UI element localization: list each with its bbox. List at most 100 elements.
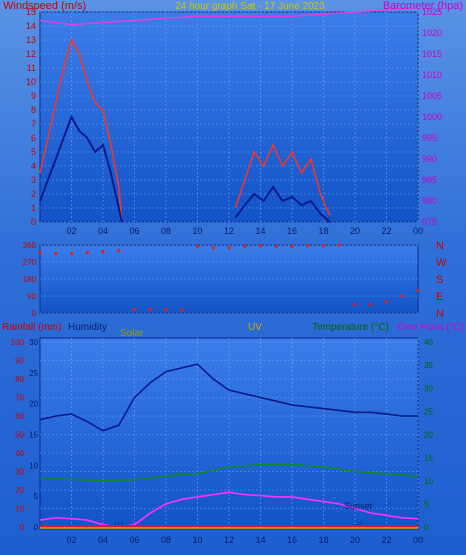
temperature-tick-label: 5 — [424, 500, 429, 509]
climate-x-tick-label: 14 — [255, 535, 265, 545]
direction-point — [101, 250, 105, 254]
direction-point — [132, 307, 137, 311]
wind-gust-series — [234, 143, 331, 216]
wind-average-series — [234, 185, 331, 223]
wind-tick-label: 4 — [31, 161, 36, 171]
climate-x-tick-label: 18 — [318, 535, 328, 545]
temperature-tick-label: 0 — [424, 523, 429, 532]
humidity-tick-label: 5 — [34, 492, 39, 501]
compass-label: W — [436, 257, 447, 269]
temperature-tick-label: 15 — [424, 454, 433, 463]
humidity-tick-label: 25 — [29, 369, 38, 378]
temperature-tick-label: 25 — [424, 407, 433, 416]
wind-tick-label: 12 — [26, 49, 36, 59]
barometer-tick-label: 1025 — [422, 7, 442, 17]
direction-point — [211, 246, 215, 250]
barometer-axis-label: Barometer (hpa) — [383, 0, 463, 12]
barometer-tick-label: 980 — [422, 196, 437, 206]
barometer-series — [39, 7, 419, 26]
barometer-tick-label: 1000 — [422, 112, 442, 122]
rainfall-tick-label: 30 — [15, 468, 24, 477]
direction-point — [274, 245, 278, 249]
humidity-tick-label: 20 — [29, 400, 38, 409]
humidity-series — [39, 363, 418, 432]
wind-tick-label: 6 — [31, 133, 36, 143]
humidity-tick-label: 30 — [29, 338, 38, 347]
direction-tick-label: 90 — [27, 292, 36, 301]
uv-label: UV — [248, 322, 262, 333]
direction-tick-label: 0 — [32, 309, 37, 318]
barometer-tick-label: 1020 — [422, 28, 442, 38]
rainfall-label: Rainfall (mm) — [2, 322, 61, 333]
direction-point — [180, 308, 184, 312]
direction-point — [369, 302, 373, 307]
temperature-label: Temperature (°C) — [312, 322, 389, 333]
climate-x-tick-label: 20 — [350, 535, 360, 545]
wind-tick-label: 10 — [26, 77, 36, 87]
wind-x-tick-label: 22 — [381, 226, 391, 236]
climate-x-tick-label: 04 — [98, 535, 108, 545]
direction-point — [353, 302, 357, 307]
direction-point — [243, 245, 247, 249]
humidity-tick-label: 10 — [29, 461, 38, 470]
compass-label: N — [436, 240, 444, 252]
wind-tick-label: 2 — [31, 189, 36, 199]
humidity-label: Humidity — [68, 322, 107, 333]
wind-tick-label: 9 — [31, 91, 36, 101]
wind-x-tick-label: 08 — [161, 226, 171, 236]
direction-point — [258, 244, 263, 248]
direction-tick-label: 360 — [23, 241, 37, 250]
climate-x-tick-label: 12 — [224, 535, 234, 545]
barometer-tick-label: 985 — [422, 175, 437, 185]
temperature-tick-label: 40 — [424, 338, 433, 347]
rainfall-tick-label: 50 — [15, 431, 24, 440]
direction-point — [54, 251, 58, 256]
direction-point — [227, 246, 231, 250]
direction-point — [69, 251, 74, 256]
climate-x-tick-label: 22 — [381, 535, 391, 545]
rainfall-tick-label: 80 — [15, 375, 24, 384]
rainfall-tick-label: 20 — [15, 486, 24, 495]
direction-point — [400, 294, 404, 298]
direction-point — [321, 244, 326, 248]
compass-label: N — [436, 308, 444, 320]
climate-x-tick-label: 08 — [161, 535, 171, 545]
rainfall-tick-label: 100 — [11, 338, 25, 347]
rainfall-tick-label: 90 — [15, 357, 24, 366]
chart-marks — [38, 7, 420, 529]
wind-tick-label: 7 — [31, 119, 36, 129]
barometer-tick-label: 1015 — [422, 49, 442, 59]
wind-x-tick-label: 10 — [192, 226, 202, 236]
climate-x-tick-label: 00 — [413, 535, 423, 545]
temperature-tick-label: 30 — [424, 384, 433, 393]
barometer-tick-label: 990 — [422, 154, 437, 164]
solar-label: Solar — [120, 328, 144, 339]
wind-tick-label: 13 — [26, 35, 36, 45]
barometer-tick-label: 995 — [422, 133, 437, 143]
wind-tick-label: 1 — [31, 203, 36, 213]
dewpoint-series — [39, 491, 419, 528]
direction-point — [164, 307, 168, 311]
wind-x-tick-label: 00 — [413, 226, 423, 236]
climate-x-tick-label: 06 — [129, 535, 139, 545]
chart-title: 24 hour graph Sat - 17 June 2023 — [175, 1, 325, 12]
direction-point — [306, 244, 310, 248]
wind-x-tick-label: 18 — [318, 226, 328, 236]
rainfall-tick-label: 0 — [20, 523, 25, 532]
climate-x-tick-label: 16 — [287, 535, 297, 545]
wind-x-tick-label: 04 — [98, 226, 108, 236]
rainfall-tick-label: 70 — [15, 394, 24, 403]
wind-x-tick-label: 12 — [224, 226, 234, 236]
temperature-tick-label: 35 — [424, 361, 433, 370]
wind-tick-label: 5 — [31, 147, 36, 157]
wind-x-tick-label: 14 — [255, 226, 265, 236]
climate-x-tick-label: 10 — [192, 535, 202, 545]
direction-point — [290, 245, 294, 249]
humidity-tick-label: 0 — [34, 523, 39, 532]
wind-tick-label: 3 — [31, 175, 36, 185]
wind-axis-label: Windspeed (m/s) — [3, 0, 86, 12]
compass-label: E — [436, 291, 443, 303]
barometer-tick-label: 975 — [422, 217, 437, 227]
